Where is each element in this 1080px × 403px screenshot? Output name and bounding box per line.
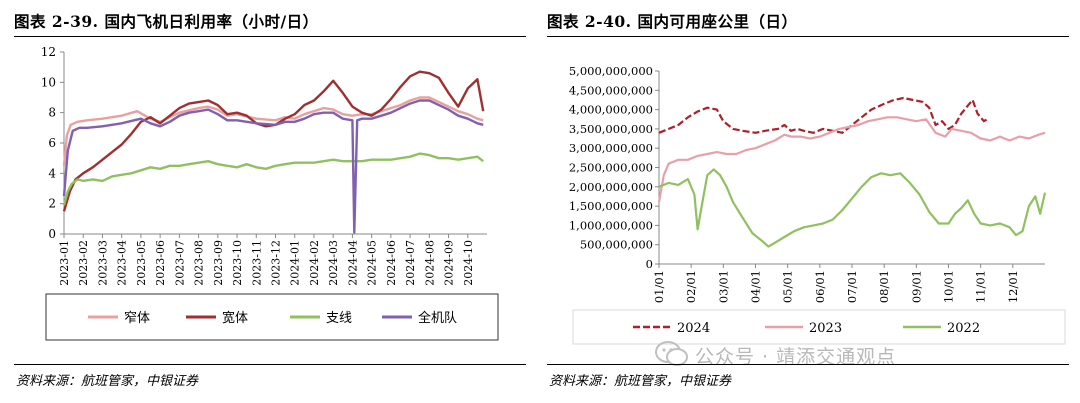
y-tick-label: 12	[41, 45, 56, 59]
x-tick-label: 04/01	[749, 270, 763, 303]
right-panel: 图表 2-40. 国内可用座公里（日） 0 500,000,000 1,000,00…	[545, 0, 1080, 403]
x-tick-label: 2024-09	[443, 240, 456, 286]
y-tick-label: 2,500,000,000	[569, 161, 653, 175]
left-chart-title: 图表 2-39. 国内飞机日利用率（小时/日）	[14, 12, 319, 31]
y-tick-label: 0	[646, 257, 653, 271]
left-panel: 图表 2-39. 国内飞机日利用率（小时/日） 0 2 4 6 8 10 12 2023-01…	[14, 12, 526, 389]
x-tick-label: 08/01	[877, 270, 891, 303]
x-tick-label: 09/01	[909, 270, 923, 303]
x-tick-label: 2024-06	[385, 240, 398, 286]
series-line-窄体	[62, 96, 484, 166]
series-line-2022	[658, 168, 1047, 248]
x-tick-label: 2024-07	[404, 240, 417, 286]
x-tick-label: 11/01	[974, 270, 988, 303]
x-tick-label: 2024-01	[289, 240, 302, 286]
y-tick-label: 6	[48, 136, 56, 150]
x-tick-label: 10/01	[942, 270, 956, 303]
legend-label-宽体: 宽体	[222, 310, 248, 326]
right-source-rule	[547, 364, 1069, 365]
y-tick-label: 5,000,000,000	[569, 64, 653, 78]
y-tick-label: 8	[48, 106, 56, 120]
left-source: 资料来源：航班管家，中银证券	[16, 374, 199, 389]
x-tick-label: 12/01	[1006, 270, 1020, 303]
x-tick-label: 2023-09	[212, 240, 225, 286]
x-tick-label: 2024-03	[327, 240, 340, 286]
legend-label-支线: 支线	[326, 311, 352, 326]
series-line-2023	[657, 116, 1046, 203]
legend-label-2023: 2023	[809, 321, 842, 336]
x-tick-label: 2023-02	[77, 240, 90, 286]
x-tick-label: 2024-05	[366, 240, 379, 286]
x-tick-label: 07/01	[845, 270, 859, 303]
x-tick-label: 2023-08	[193, 240, 206, 286]
x-tick-label: 2023-11	[250, 240, 263, 286]
x-tick-label: 03/01	[716, 270, 730, 303]
x-tick-label: 2023-03	[96, 240, 109, 286]
x-tick-label: 2024-04	[346, 240, 359, 286]
y-tick-label: 2	[48, 197, 56, 211]
series-line-支线	[62, 152, 484, 206]
x-tick-label: 2023-01	[58, 240, 71, 286]
x-tick-label: 2023-05	[135, 240, 148, 286]
legend-label-2024: 2024	[677, 321, 710, 336]
series-line-宽体	[62, 70, 485, 212]
watermark-text: 公众号 · 靖添交通观点	[695, 346, 897, 368]
x-tick-label: 2023-12	[270, 240, 283, 286]
right-chart: 0 500,000,000 1,000,000,000 1,500,000,000 2,…	[569, 64, 1066, 345]
x-tick-label: 2023-10	[231, 240, 244, 286]
series-line-全机队	[62, 99, 484, 234]
x-tick-label: 2024-08	[423, 240, 436, 286]
series-line-2024	[658, 96, 988, 134]
left-title-rule	[14, 36, 526, 37]
legend-box	[45, 293, 499, 341]
y-tick-label: 500,000,000	[580, 238, 653, 252]
x-tick-label: 2023-06	[154, 240, 167, 286]
right-chart-title: 图表 2-40. 国内可用座公里（日）	[547, 12, 798, 31]
x-tick-label: 2023-07	[173, 240, 186, 286]
x-tick-label: 2024-02	[308, 240, 321, 286]
legend-label-全机队: 全机队	[418, 310, 457, 326]
x-tick-label: 01/01	[652, 270, 666, 303]
y-tick-label: 4,500,000,000	[569, 83, 653, 97]
legend-box	[572, 309, 1066, 345]
x-tick-label: 02/01	[684, 270, 698, 303]
y-tick-label: 0	[48, 227, 56, 241]
y-tick-label: 3,500,000,000	[569, 122, 653, 136]
right-source: 资料来源：航班管家，中银证券	[549, 374, 732, 389]
y-tick-label: 1,500,000,000	[569, 199, 653, 213]
right-title-rule	[547, 36, 1069, 37]
y-tick-label: 10	[41, 75, 56, 89]
x-tick-label: 05/01	[781, 270, 795, 303]
legend-label-2022: 2022	[947, 321, 980, 336]
legend-label-窄体: 窄体	[124, 310, 150, 326]
x-tick-label: 2023-04	[116, 240, 129, 286]
left-source-rule	[14, 364, 526, 365]
y-tick-label: 4	[48, 166, 56, 180]
y-tick-label: 3,000,000,000	[569, 141, 653, 155]
wechat-icon	[655, 341, 688, 366]
x-tick-label: 2024-10	[462, 240, 475, 286]
left-chart: 0 2 4 6 8 10 12 2023-01 2023-02 2023-03 2023-04 202…	[41, 45, 499, 341]
x-tick-label: 06/01	[813, 270, 827, 303]
y-tick-label: 2,000,000,000	[569, 180, 653, 194]
y-tick-label: 1,000,000,000	[569, 218, 653, 232]
y-tick-label: 4,000,000,000	[569, 103, 653, 117]
